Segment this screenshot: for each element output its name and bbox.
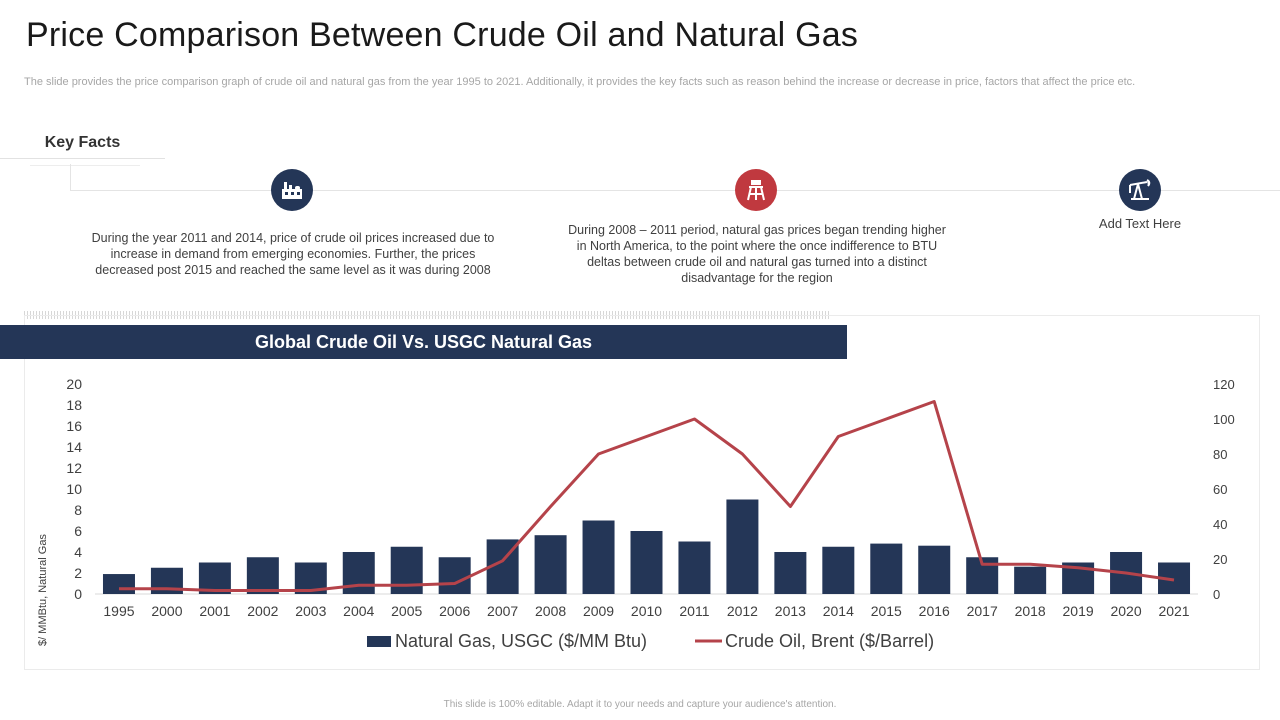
- natural-gas-bar: [630, 531, 663, 594]
- x-tick-label: 2003: [295, 603, 326, 619]
- x-tick-label: 2021: [1158, 603, 1189, 619]
- natural-gas-bar: [534, 535, 567, 594]
- y-tick-label: 12: [66, 460, 82, 476]
- y2-tick-label: 120: [1213, 377, 1235, 392]
- natural-gas-bar: [678, 541, 711, 594]
- x-tick-label: 2004: [343, 603, 374, 619]
- natural-gas-bar: [102, 574, 135, 594]
- y2-tick-label: 80: [1213, 447, 1227, 462]
- y-tick-label: 4: [74, 544, 82, 560]
- legend-label-natural-gas: Natural Gas, USGC ($/MM Btu): [395, 631, 647, 651]
- y2-tick-label: 20: [1213, 552, 1227, 567]
- key-facts-label: Key Facts: [0, 128, 165, 159]
- key-fact-3-text: Add Text Here: [1098, 216, 1182, 231]
- natural-gas-bar: [726, 499, 759, 594]
- y-tick-label: 10: [66, 481, 82, 497]
- natural-gas-bar: [582, 520, 615, 594]
- chart-title: Global Crude Oil Vs. USGC Natural Gas: [0, 325, 847, 359]
- timeline-connector: [70, 164, 71, 191]
- x-tick-label: 2020: [1110, 603, 1141, 619]
- legend-label-crude-oil: Crude Oil, Brent ($/Barrel): [725, 631, 934, 651]
- natural-gas-bar: [918, 545, 951, 594]
- crude-oil-line: [119, 400, 1175, 592]
- x-tick-label: 2005: [391, 603, 422, 619]
- natural-gas-bar: [822, 546, 855, 594]
- natural-gas-bar: [438, 557, 471, 594]
- x-tick-label: 2007: [487, 603, 518, 619]
- x-tick-label: 2011: [679, 603, 709, 619]
- x-tick-label: 2017: [967, 603, 998, 619]
- x-tick-label: 2001: [199, 603, 230, 619]
- x-tick-label: 2006: [439, 603, 470, 619]
- key-facts-divider: [30, 165, 140, 166]
- page-subtitle: The slide provides the price comparison …: [24, 76, 1136, 88]
- y-axis-label: $/ MMBtu, Natural Gas: [37, 534, 49, 646]
- y2-tick-label: 40: [1213, 517, 1227, 532]
- x-tick-label: 2010: [631, 603, 662, 619]
- x-tick-label: 2013: [775, 603, 806, 619]
- y-tick-label: 6: [74, 523, 82, 539]
- y-tick-label: 0: [74, 586, 82, 602]
- footer-note: This slide is 100% editable. Adapt it to…: [443, 699, 837, 710]
- y-tick-label: 20: [66, 376, 82, 392]
- y-tick-label: 16: [66, 418, 82, 434]
- key-fact-1-text: During the year 2011 and 2014, price of …: [91, 231, 495, 277]
- y2-tick-label: 60: [1213, 482, 1227, 497]
- page-title: Price Comparison Between Crude Oil and N…: [26, 16, 859, 54]
- natural-gas-bar: [870, 543, 903, 594]
- y-tick-label: 8: [74, 502, 82, 518]
- x-tick-label: 2015: [871, 603, 902, 619]
- x-tick-label: 2012: [727, 603, 758, 619]
- timeline-line: [70, 190, 1280, 191]
- x-tick-label: 2009: [583, 603, 614, 619]
- x-tick-label: 2016: [919, 603, 950, 619]
- x-tick-label: 2018: [1015, 603, 1046, 619]
- y2-tick-label: 100: [1213, 412, 1235, 427]
- x-tick-label: 2000: [151, 603, 182, 619]
- x-tick-label: 2019: [1063, 603, 1094, 619]
- natural-gas-bar: [1014, 566, 1047, 594]
- oil-pump-icon: [1119, 169, 1161, 211]
- y-tick-label: 14: [66, 439, 82, 455]
- x-tick-label: 2008: [535, 603, 566, 619]
- x-tick-label: 2014: [823, 603, 854, 619]
- key-fact-2-text: During 2008 – 2011 period, natural gas p…: [568, 223, 946, 285]
- oil-refinery-icon: [271, 169, 313, 211]
- oil-rig-icon: [735, 169, 777, 211]
- natural-gas-bar: [774, 552, 807, 594]
- y-tick-label: 18: [66, 397, 82, 413]
- y-tick-label: 2: [74, 565, 82, 581]
- y2-tick-label: 0: [1213, 587, 1220, 602]
- natural-gas-bar: [246, 557, 279, 594]
- x-tick-label: 2002: [247, 603, 278, 619]
- natural-gas-bar: [390, 546, 423, 594]
- chart-frame: [24, 315, 1260, 670]
- x-tick-label: 1995: [103, 603, 134, 619]
- legend-swatch-natural-gas: [367, 636, 391, 647]
